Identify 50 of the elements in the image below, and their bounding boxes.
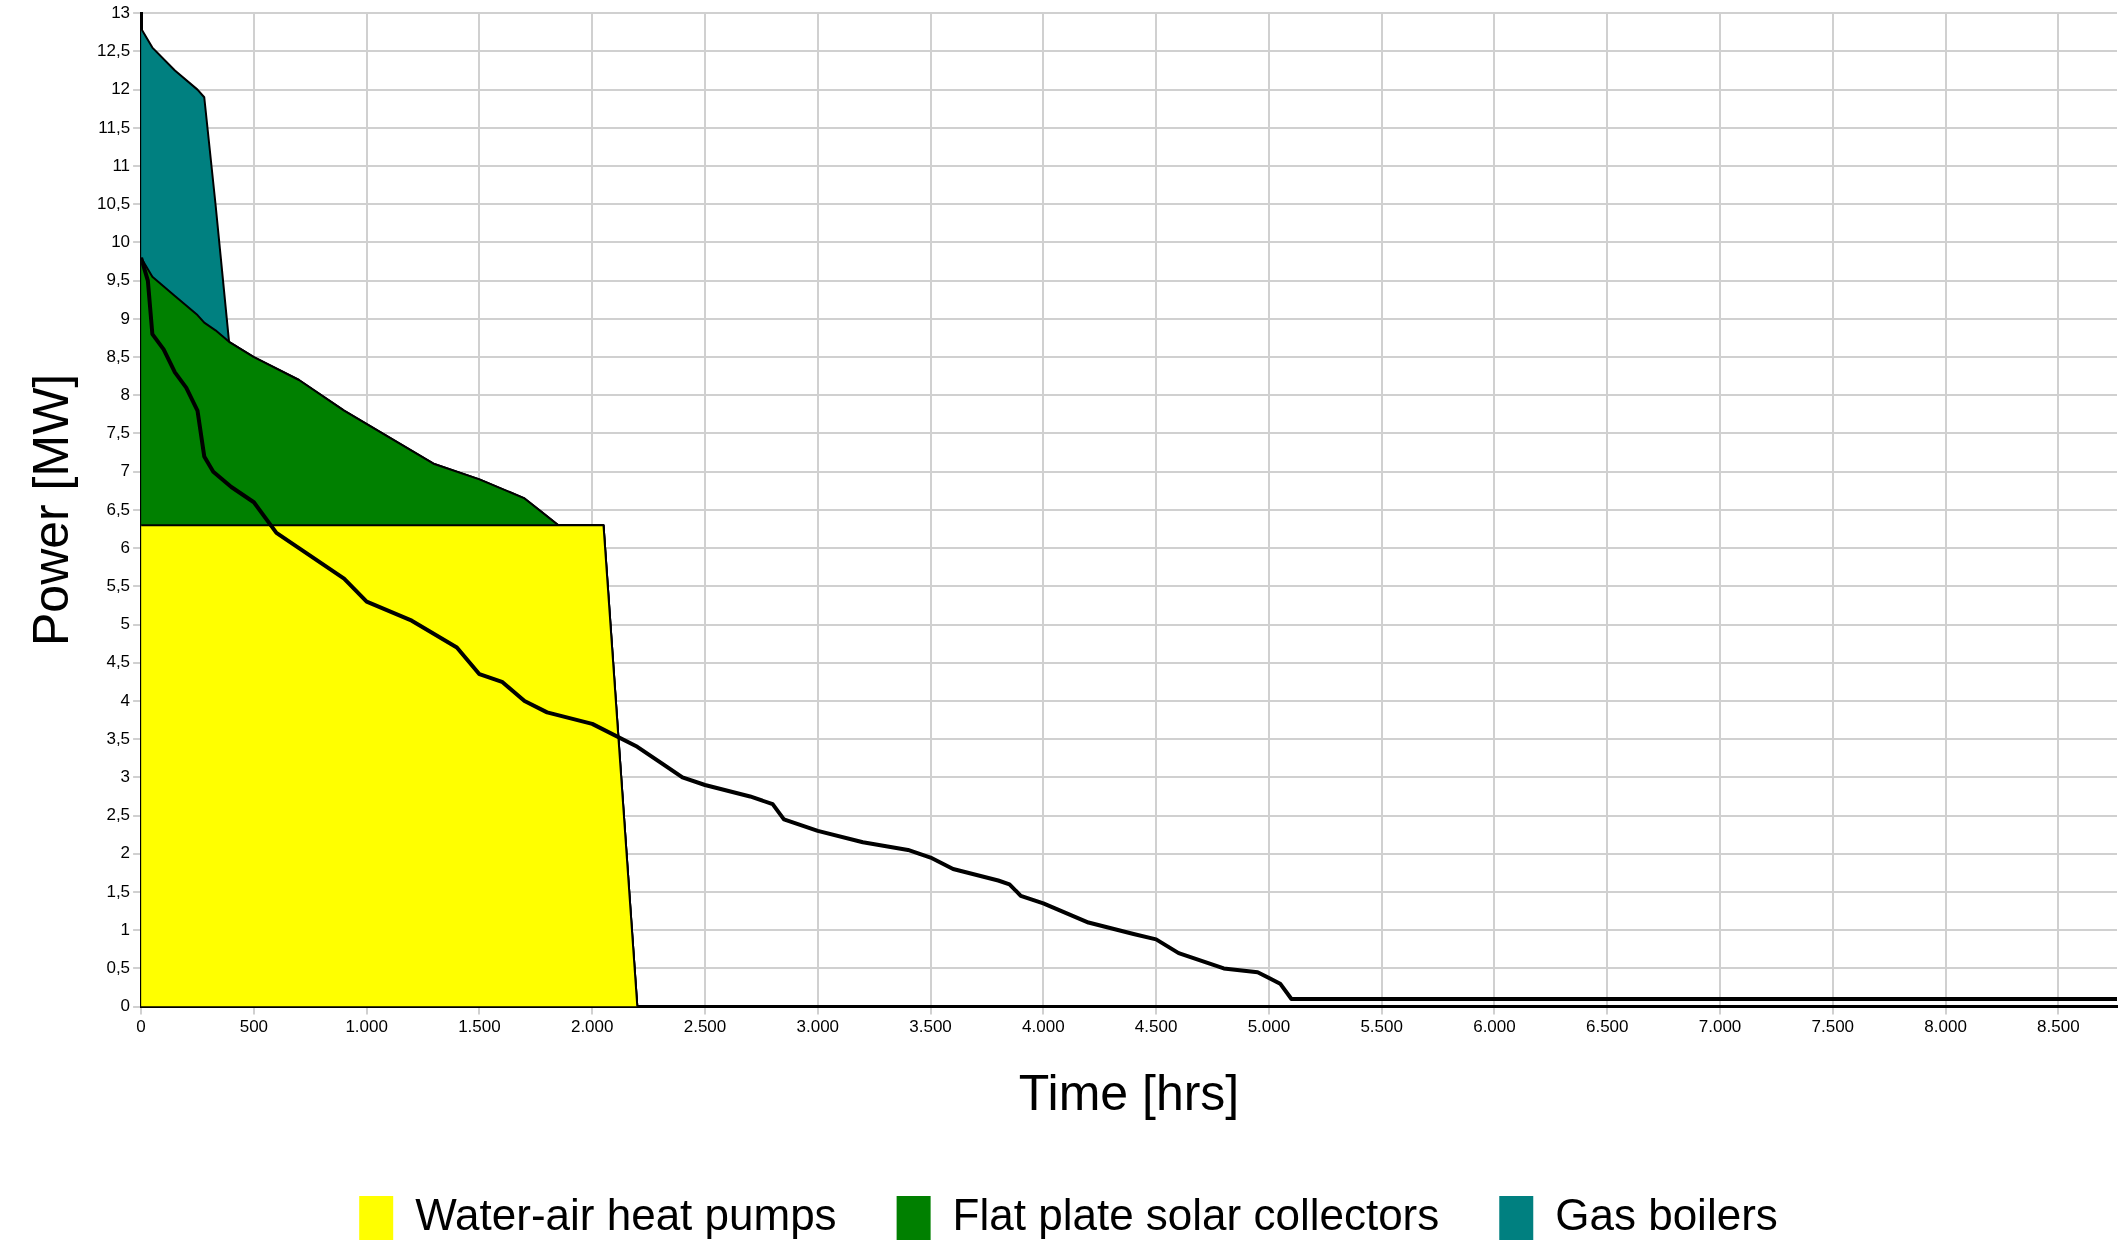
x-tick-label: 8.000 bbox=[1924, 1017, 1967, 1037]
y-tick-label: 12 bbox=[111, 79, 131, 99]
x-tick-label: 2.500 bbox=[683, 1017, 727, 1037]
y-tick-label: 11 bbox=[112, 155, 131, 175]
legend-label: Water-air heat pumps bbox=[415, 1190, 837, 1240]
legend-label: Flat plate solar collectors bbox=[952, 1190, 1440, 1240]
x-tick-label: 3.500 bbox=[909, 1017, 952, 1037]
y-tick-label: 11,5 bbox=[98, 117, 131, 137]
y-tick-label: 7 bbox=[120, 461, 131, 481]
x-tick-label: 7.000 bbox=[1698, 1017, 1742, 1037]
y-tick-label: 3,5 bbox=[106, 728, 131, 748]
x-tick-label: 5.500 bbox=[1360, 1017, 1403, 1037]
y-tick-label: 8,5 bbox=[106, 346, 131, 366]
x-tick-label: 6.500 bbox=[1585, 1017, 1629, 1037]
y-tick-label: 12,5 bbox=[96, 41, 131, 61]
x-axis-title: Time [hrs] bbox=[1018, 1064, 1240, 1121]
y-tick-label: 1 bbox=[120, 919, 131, 939]
y-tick-label: 4,5 bbox=[106, 652, 131, 672]
y-tick-label: 2,5 bbox=[106, 805, 131, 825]
x-tick-label: 1.000 bbox=[345, 1017, 388, 1037]
x-tick-label: 0 bbox=[136, 1017, 146, 1037]
y-tick-label: 0,5 bbox=[106, 958, 131, 978]
y-tick-label: 10 bbox=[111, 232, 131, 252]
y-tick-label: 10,5 bbox=[96, 193, 131, 213]
y-tick-label: 7,5 bbox=[106, 423, 131, 443]
y-axis-title: Power [MW] bbox=[22, 373, 79, 647]
x-tick-label: 2.000 bbox=[570, 1017, 614, 1037]
y-tick-label: 2 bbox=[120, 843, 131, 863]
x-tick-label: 1.500 bbox=[458, 1017, 501, 1037]
x-tick-label: 7.500 bbox=[1811, 1017, 1855, 1037]
y-tick-label: 9,5 bbox=[106, 270, 131, 290]
x-tick-label: 500 bbox=[239, 1017, 269, 1037]
y-tick-label: 0 bbox=[120, 996, 131, 1016]
y-tick-label: 13 bbox=[111, 2, 131, 22]
y-tick-label: 8 bbox=[120, 384, 131, 404]
y-tick-label: 9 bbox=[120, 308, 131, 328]
y-tick-label: 4 bbox=[120, 690, 131, 710]
y-tick-label: 5 bbox=[120, 614, 131, 634]
y-tick-label: 5,5 bbox=[106, 576, 131, 595]
x-tick-label: 3.000 bbox=[796, 1017, 840, 1037]
legend-label: Gas boilers bbox=[1555, 1190, 1778, 1240]
x-tick-label: 4.000 bbox=[1022, 1017, 1065, 1037]
x-tick-label: 6.000 bbox=[1473, 1017, 1516, 1037]
x-tick-label: 5.000 bbox=[1247, 1017, 1291, 1037]
y-tick-label: 6 bbox=[120, 537, 131, 557]
x-tick-label: 4.500 bbox=[1134, 1017, 1178, 1037]
y-tick-label: 1,5 bbox=[106, 881, 131, 901]
x-tick-label: 8.500 bbox=[2037, 1017, 2080, 1037]
y-tick-label: 6,5 bbox=[106, 499, 131, 519]
y-tick-label: 3 bbox=[120, 767, 131, 787]
